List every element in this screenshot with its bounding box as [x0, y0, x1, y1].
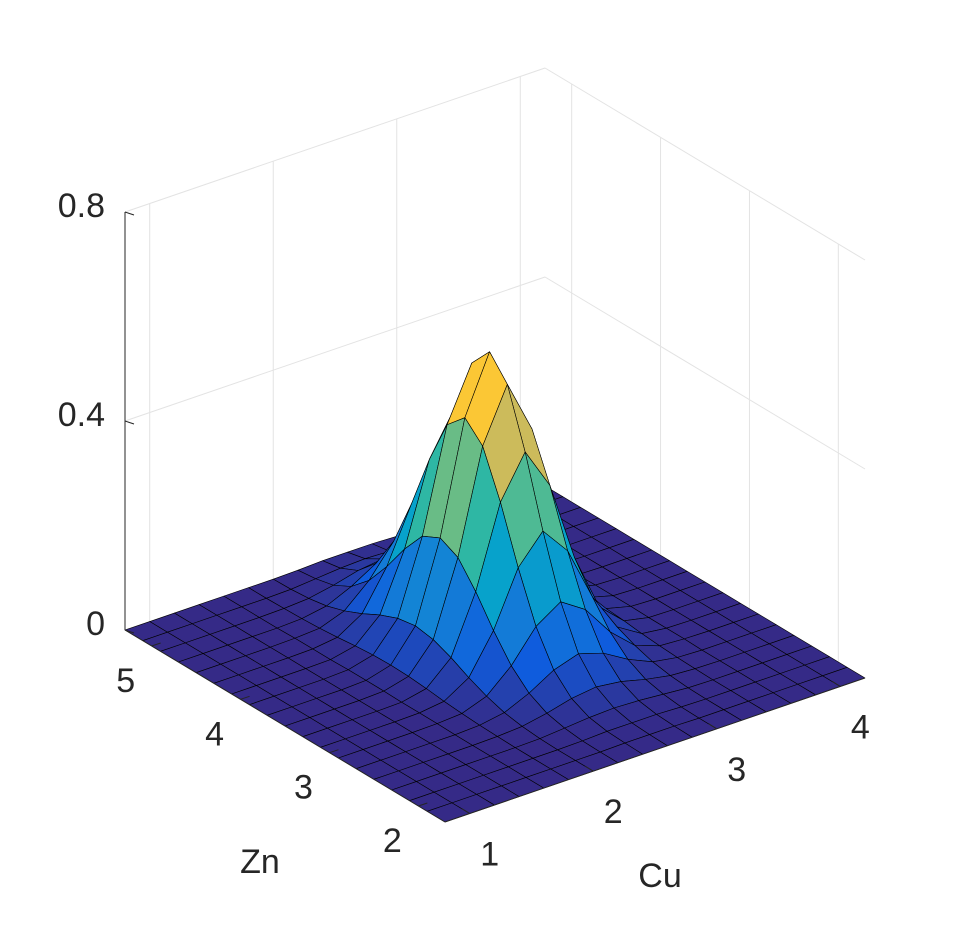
grid-line — [544, 67, 866, 261]
x-axis-label: Cu — [638, 857, 681, 895]
y-tick — [418, 802, 428, 807]
z-tick — [124, 420, 135, 425]
axes: 1 2 3 4 2 3 4 50 0.4 0.8 — [58, 187, 870, 874]
x-tick-label: 4 — [851, 708, 870, 746]
y-tick — [151, 642, 161, 647]
x-axis-line — [444, 677, 866, 823]
z-tick — [124, 629, 135, 634]
z-tick-label: 0.8 — [58, 187, 105, 225]
y-tick-label: 5 — [116, 662, 135, 700]
y-axis-label: Zn — [240, 843, 280, 881]
x-tick — [832, 681, 841, 687]
x-tick — [708, 723, 718, 730]
x-tick-label: 3 — [727, 751, 746, 789]
y-tick-label: 3 — [294, 769, 313, 807]
grid-line — [124, 67, 546, 213]
y-tick-label: 4 — [205, 715, 224, 753]
z-tick-label: 0 — [86, 605, 105, 643]
z-tick — [124, 211, 135, 216]
grid-line — [124, 276, 546, 422]
x-tick — [461, 808, 470, 814]
z-tick-label: 0.4 — [58, 396, 105, 434]
x-tick-label: 2 — [604, 793, 623, 831]
x-tick — [584, 765, 594, 772]
y-tick — [329, 749, 339, 754]
grid-line — [544, 276, 866, 470]
y-axis-line — [124, 629, 446, 823]
surface — [124, 351, 866, 823]
y-tick-label: 2 — [383, 822, 402, 860]
x-tick-label: 1 — [480, 836, 499, 874]
y-tick — [240, 695, 250, 700]
